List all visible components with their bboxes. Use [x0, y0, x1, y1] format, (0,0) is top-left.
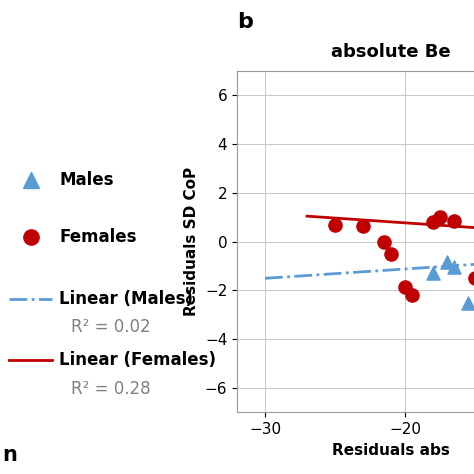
- Point: [450, 217, 458, 225]
- X-axis label: Residuals abs: Residuals abs: [332, 443, 450, 458]
- Text: b: b: [237, 12, 253, 32]
- Point: [471, 274, 474, 282]
- Point: [380, 238, 388, 246]
- Point: [436, 214, 444, 221]
- Text: Males: Males: [59, 171, 114, 189]
- Text: n: n: [2, 445, 17, 465]
- Text: R² = 0.28: R² = 0.28: [71, 380, 151, 398]
- Point: [443, 259, 451, 266]
- Point: [401, 283, 409, 291]
- Point: [387, 250, 395, 258]
- Text: R² = 0.02: R² = 0.02: [71, 318, 151, 336]
- Point: [408, 292, 416, 299]
- Point: [331, 221, 339, 228]
- Y-axis label: Residuals SD CoP: Residuals SD CoP: [184, 167, 199, 316]
- Point: [359, 222, 367, 230]
- Text: Linear (Males): Linear (Males): [59, 290, 193, 308]
- Point: [450, 264, 458, 271]
- Point: [464, 299, 472, 307]
- Title: absolute Be: absolute Be: [331, 43, 451, 61]
- Text: Females: Females: [59, 228, 137, 246]
- Point: [429, 219, 437, 226]
- Point: [429, 270, 437, 277]
- Text: Linear (Females): Linear (Females): [59, 351, 216, 369]
